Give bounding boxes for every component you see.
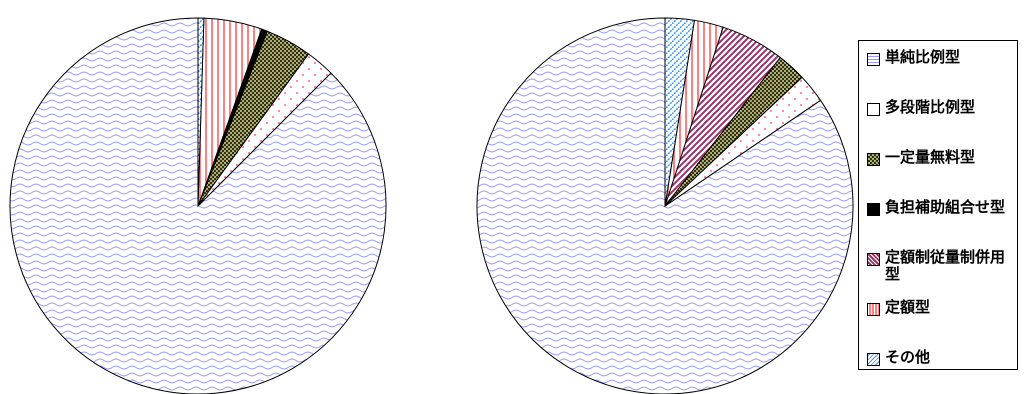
pie2-slice-6 [664,17,695,207]
legend-swatch-vstripes [867,303,880,316]
legend-swatch-dots [867,103,880,116]
legend-item-fixed-free-amount: 一定量無料型 [867,149,1013,166]
pie1-slice-6 [197,17,205,207]
legend-swatch-diagdash [867,353,880,366]
legend-item-simple-proportional: 単純比例型 [867,49,1013,66]
legend: 単純比例型 多段階比例型 一定量無料型 負担補助組合せ型 定額制従量制併用型 定… [858,40,1018,370]
legend-swatch-solid [867,203,880,216]
legend-swatch-checker [867,153,880,166]
legend-item-multistage-proportional: 多段階比例型 [867,99,1013,116]
pie-chart-2 [476,17,854,394]
legend-item-flat-rate: 定額型 [867,299,1013,316]
legend-item-flat-metered-combo: 定額制従量制併用型 [867,249,1013,283]
pie-chart-1 [9,17,387,394]
legend-item-burden-subsidy-combo: 負担補助組合せ型 [867,199,1013,216]
legend-item-other: その他 [867,349,1013,366]
legend-swatch-wave [867,53,880,66]
legend-swatch-diagonal [867,253,880,266]
